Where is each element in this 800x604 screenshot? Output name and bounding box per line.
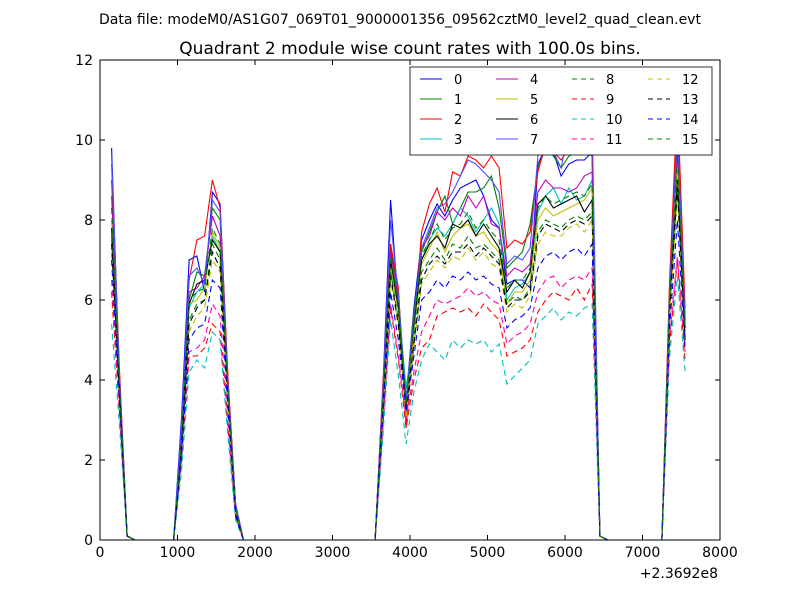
legend-label-12: 12: [682, 73, 699, 88]
x-tick-label: 6000: [547, 545, 583, 561]
x-tick-label: 8000: [702, 545, 738, 561]
legend-label-8: 8: [606, 73, 614, 88]
chart-title: Quadrant 2 module wise count rates with …: [179, 39, 640, 59]
series-line-14: [111, 219, 686, 540]
y-tick-label: 0: [84, 533, 93, 549]
legend-frame: [409, 66, 713, 156]
legend-label-0: 0: [454, 73, 462, 88]
x-tick-label: 7000: [625, 545, 661, 561]
x-tick-label: 4000: [392, 545, 428, 561]
x-axis-offset-label: +2.3692e8: [640, 566, 718, 582]
series-line-11: [111, 255, 686, 540]
legend-label-9: 9: [606, 93, 614, 108]
y-tick-label: 12: [75, 53, 93, 69]
axis-ticks: 0 1000 2000 3000 4000 5000 6000 7000 80000246810…: [75, 53, 738, 561]
series-line-13: [111, 187, 686, 540]
series-line-9: [111, 259, 686, 540]
y-tick-label: 10: [75, 133, 93, 149]
legend-label-15: 15: [682, 133, 699, 148]
legend-label-14: 14: [682, 113, 699, 128]
legend-label-3: 3: [454, 133, 462, 148]
legend-label-7: 7: [530, 133, 538, 148]
legend-label-5: 5: [530, 93, 538, 108]
legend-label-4: 4: [530, 73, 538, 88]
figure-suptitle: Data file: modeM0/AS1G07_069T01_90000013…: [99, 12, 701, 28]
series-line-15: [111, 155, 686, 540]
x-tick-label: 3000: [315, 545, 351, 561]
y-tick-label: 4: [84, 373, 93, 389]
legend-label-10: 10: [606, 113, 623, 128]
legend-label-1: 1: [454, 93, 462, 108]
series-line-10: [111, 275, 686, 540]
y-tick-label: 8: [84, 213, 93, 229]
legend-label-13: 13: [682, 93, 699, 108]
x-tick-label: 0: [96, 545, 105, 561]
y-tick-label: 2: [84, 453, 93, 469]
series-lines: [111, 99, 686, 540]
legend-label-11: 11: [606, 133, 623, 148]
y-tick-label: 6: [84, 293, 93, 309]
x-tick-label: 5000: [470, 545, 506, 561]
legend-label-2: 2: [454, 113, 462, 128]
x-tick-label: 1000: [160, 545, 196, 561]
legend-label-6: 6: [530, 113, 538, 128]
x-tick-label: 2000: [237, 545, 273, 561]
